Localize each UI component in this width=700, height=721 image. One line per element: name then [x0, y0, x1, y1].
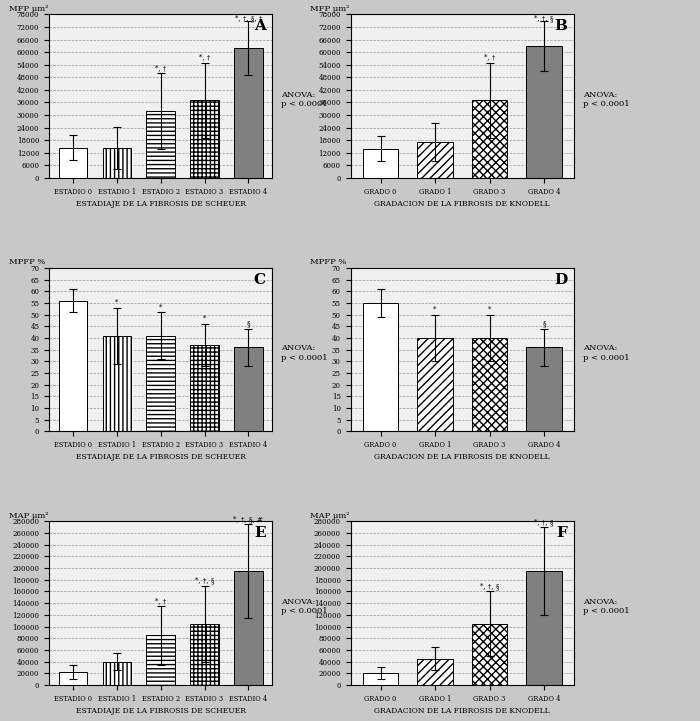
Bar: [234, 571, 262, 685]
Text: *, †, §, ‡: *, †, §, ‡: [234, 15, 262, 23]
X-axis label: ESTADIAJE DE LA FIBROSIS DE SCHEUER: ESTADIAJE DE LA FIBROSIS DE SCHEUER: [76, 707, 246, 715]
Text: *, †, §: *, †, §: [534, 15, 554, 23]
Bar: [59, 672, 88, 685]
Text: ANOVA:
p < 0.0001: ANOVA: p < 0.0001: [281, 91, 328, 108]
Text: *, †, §, #: *, †, §, #: [233, 516, 263, 523]
Bar: [190, 100, 218, 178]
Text: ANOVA:
p < 0.0001: ANOVA: p < 0.0001: [583, 345, 629, 361]
Text: §: §: [246, 319, 250, 327]
Text: *: *: [116, 298, 118, 306]
Bar: [234, 348, 262, 431]
Bar: [103, 148, 131, 178]
Bar: [103, 336, 131, 431]
Text: F: F: [556, 526, 567, 540]
Bar: [146, 635, 175, 685]
Bar: [190, 345, 218, 431]
Text: A: A: [254, 19, 266, 33]
Text: *, †: *, †: [155, 598, 167, 606]
Text: MAP μm²: MAP μm²: [310, 512, 350, 520]
Bar: [363, 303, 398, 431]
Text: *, †: *, †: [484, 53, 495, 61]
Text: *: *: [159, 303, 162, 311]
Text: *, †, §: *, †, §: [534, 518, 554, 526]
X-axis label: ESTADIAJE DE LA FIBROSIS DE SCHEUER: ESTADIAJE DE LA FIBROSIS DE SCHEUER: [76, 454, 246, 461]
Bar: [526, 571, 561, 685]
Bar: [526, 46, 561, 178]
Text: *: *: [488, 306, 491, 314]
Bar: [472, 624, 507, 685]
Bar: [146, 336, 175, 431]
Text: *: *: [433, 306, 437, 314]
Bar: [472, 338, 507, 431]
X-axis label: GRADACION DE LA FIBROSIS DE KNODELL: GRADACION DE LA FIBROSIS DE KNODELL: [374, 200, 550, 208]
Text: ANOVA:
p < 0.0001: ANOVA: p < 0.0001: [281, 598, 328, 615]
Bar: [417, 338, 453, 431]
Text: E: E: [254, 526, 266, 540]
Text: MFP μm²: MFP μm²: [310, 5, 350, 13]
Bar: [234, 48, 262, 178]
Text: ANOVA:
p < 0.0001: ANOVA: p < 0.0001: [281, 345, 328, 361]
Text: D: D: [554, 273, 567, 287]
Bar: [472, 100, 507, 178]
Text: *, †, §: *, †, §: [480, 583, 499, 590]
Bar: [59, 148, 88, 178]
Text: MPFP %: MPFP %: [9, 258, 46, 266]
Bar: [103, 662, 131, 685]
Text: ANOVA:
p < 0.0001: ANOVA: p < 0.0001: [583, 598, 629, 615]
Bar: [59, 301, 88, 431]
Text: *, †: *, †: [155, 64, 167, 72]
Bar: [417, 142, 453, 178]
Bar: [363, 149, 398, 178]
Text: MPFP %: MPFP %: [310, 258, 346, 266]
Bar: [146, 111, 175, 178]
Text: C: C: [253, 273, 266, 287]
Bar: [526, 348, 561, 431]
Text: ANOVA:
p < 0.0001: ANOVA: p < 0.0001: [583, 91, 629, 108]
Bar: [363, 673, 398, 685]
Text: *, †, §: *, †, §: [195, 577, 214, 585]
X-axis label: GRADACION DE LA FIBROSIS DE KNODELL: GRADACION DE LA FIBROSIS DE KNODELL: [374, 454, 550, 461]
Text: *, †: *, †: [199, 53, 210, 61]
Text: MAP μm²: MAP μm²: [9, 512, 48, 520]
Bar: [417, 659, 453, 685]
X-axis label: GRADACION DE LA FIBROSIS DE KNODELL: GRADACION DE LA FIBROSIS DE KNODELL: [374, 707, 550, 715]
Text: MFP μm²: MFP μm²: [9, 5, 48, 13]
Text: B: B: [554, 19, 567, 33]
Bar: [190, 624, 218, 685]
Text: §: §: [542, 319, 546, 327]
X-axis label: ESTADIAJE DE LA FIBROSIS DE SCHEUER: ESTADIAJE DE LA FIBROSIS DE SCHEUER: [76, 200, 246, 208]
Text: *: *: [203, 315, 206, 323]
